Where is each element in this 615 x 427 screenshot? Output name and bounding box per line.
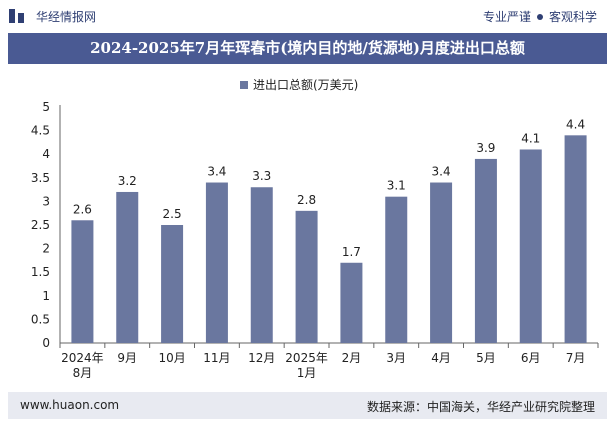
chart-legend: 进出口总额(万美元) <box>240 76 358 93</box>
y-tick-label: 1 <box>42 289 50 303</box>
brand-name: 华经情报网 <box>36 10 97 24</box>
x-tick-label: 12月 <box>248 351 275 365</box>
huajing-logo-icon <box>9 9 24 23</box>
bar <box>564 135 587 343</box>
bar-value-label: 3.9 <box>476 141 495 155</box>
bar-value-label: 3.2 <box>118 174 137 188</box>
x-tick-label: 1月 <box>297 366 317 380</box>
y-tick-label: 3 <box>42 194 50 208</box>
y-tick-label: 4.5 <box>31 124 50 138</box>
site-url[interactable]: www.huaon.com <box>20 398 120 412</box>
x-tick-label: 3月 <box>386 351 406 365</box>
y-tick-label: 2.5 <box>31 218 50 232</box>
y-tick-label: 4 <box>42 147 50 161</box>
footer-bar: www.huaon.com 数据来源：中国海关，华经产业研究院整理 <box>8 392 607 419</box>
chart-title: 2024-2025年7月年珲春市(境内目的地/货源地)月度进出口总额 <box>8 33 607 64</box>
bar-value-label: 2.5 <box>163 207 182 221</box>
x-tick-label: 9月 <box>117 351 137 365</box>
x-tick-label: 2月 <box>342 351 362 365</box>
bar <box>71 220 94 343</box>
bar <box>385 196 408 343</box>
x-tick-label: 10月 <box>158 351 185 365</box>
legend-swatch <box>240 80 248 89</box>
bar-value-label: 2.8 <box>297 193 316 207</box>
bar <box>430 182 453 343</box>
bar-value-label: 1.7 <box>342 245 361 259</box>
bar <box>474 158 497 343</box>
data-source: 数据来源：中国海关，华经产业研究院整理 <box>366 400 595 414</box>
bar <box>116 191 139 343</box>
tagline-left: 专业严谨 <box>482 10 531 24</box>
y-tick-label: 0 <box>42 336 50 350</box>
bar-value-label: 2.6 <box>73 202 92 216</box>
x-tick-label: 8月 <box>73 366 93 380</box>
y-tick-label: 3.5 <box>31 171 50 185</box>
bar-value-label: 3.1 <box>387 179 406 193</box>
x-tick-label: 4月 <box>431 351 451 365</box>
x-tick-label: 5月 <box>476 351 496 365</box>
y-tick-label: 2 <box>42 242 50 256</box>
x-tick-label: 2024年 <box>61 351 104 365</box>
bar <box>250 187 273 343</box>
bar <box>161 225 184 343</box>
header-bar: 华经情报网 专业严谨 客观科学 <box>0 0 615 32</box>
y-tick-label: 5 <box>42 100 50 114</box>
bar-value-label: 3.3 <box>252 169 271 183</box>
x-tick-label: 11月 <box>203 351 230 365</box>
bar-value-label: 4.1 <box>521 131 540 145</box>
legend-label: 进出口总额(万美元) <box>253 78 359 92</box>
x-tick-label: 7月 <box>566 351 586 365</box>
bar-value-label: 4.4 <box>566 117 585 131</box>
y-tick-label: 0.5 <box>31 312 50 326</box>
x-tick-label: 2025年 <box>285 351 328 365</box>
bar <box>519 149 542 343</box>
y-tick-label: 1.5 <box>31 265 50 279</box>
separator-dot-icon <box>536 14 543 20</box>
x-tick-label: 6月 <box>521 351 541 365</box>
tagline: 专业严谨 客观科学 <box>483 8 597 25</box>
bar <box>340 262 363 343</box>
bar <box>295 210 318 343</box>
bar-value-label: 3.4 <box>207 165 226 179</box>
bar-value-label: 3.4 <box>432 165 451 179</box>
tagline-right: 客观科学 <box>548 10 597 24</box>
bar <box>205 182 228 343</box>
